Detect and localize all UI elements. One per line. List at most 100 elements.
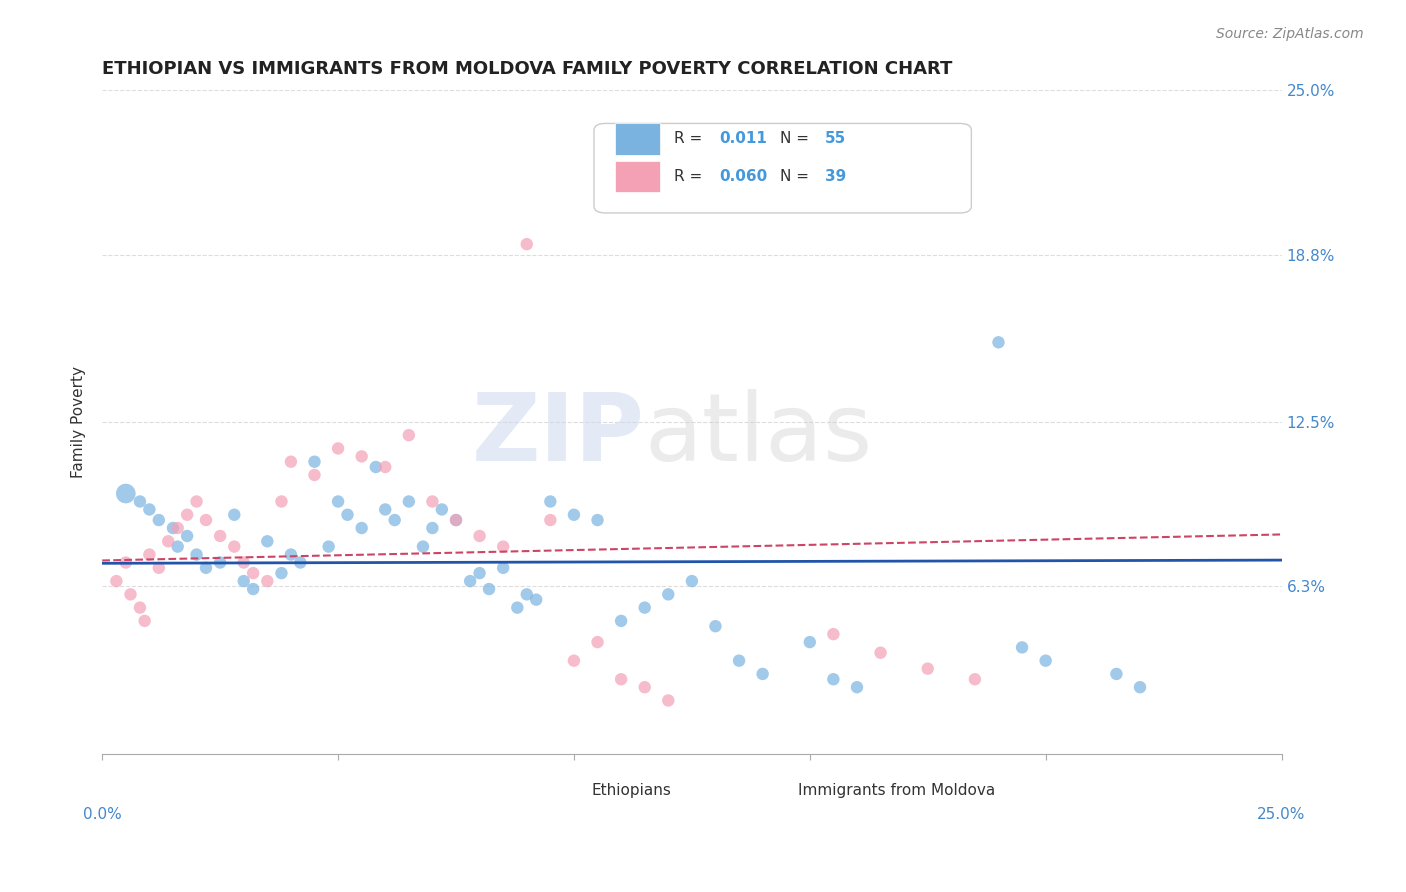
Point <box>398 428 420 442</box>
Point <box>326 494 349 508</box>
Point <box>364 460 387 475</box>
Point <box>506 600 529 615</box>
Point <box>657 587 679 601</box>
Point <box>468 566 491 581</box>
Point <box>728 654 751 668</box>
Point <box>256 574 278 588</box>
Point <box>468 529 491 543</box>
Point <box>326 442 349 456</box>
Point <box>224 540 246 554</box>
Point <box>963 672 986 686</box>
Point <box>444 513 467 527</box>
Text: N =: N = <box>780 169 814 184</box>
Point <box>195 561 218 575</box>
Point <box>1129 680 1152 694</box>
Point <box>280 548 302 562</box>
Point <box>524 592 547 607</box>
Point <box>304 467 326 482</box>
Point <box>166 521 188 535</box>
Point <box>422 521 444 535</box>
Point <box>176 508 198 522</box>
Point <box>823 627 845 641</box>
Text: 25.0%: 25.0% <box>1257 806 1306 822</box>
Point <box>516 587 538 601</box>
Point <box>422 494 444 508</box>
Point <box>280 455 302 469</box>
Point <box>799 635 821 649</box>
Point <box>634 680 657 694</box>
Point <box>242 582 264 596</box>
Point <box>176 529 198 543</box>
Bar <box>740 780 789 801</box>
Point <box>105 574 128 588</box>
Text: R =: R = <box>675 131 707 146</box>
Point <box>492 540 515 554</box>
Point <box>138 502 160 516</box>
Bar <box>533 780 582 801</box>
Point <box>610 672 633 686</box>
Point <box>166 540 188 554</box>
Text: 0.011: 0.011 <box>718 131 766 146</box>
Bar <box>616 123 659 154</box>
Point <box>224 508 246 522</box>
Point <box>412 540 434 554</box>
Point <box>120 587 142 601</box>
Text: Immigrants from Moldova: Immigrants from Moldova <box>799 783 995 798</box>
Point <box>586 635 609 649</box>
Point <box>610 614 633 628</box>
Point <box>430 502 453 516</box>
Point <box>242 566 264 581</box>
Point <box>350 521 373 535</box>
Point <box>290 556 312 570</box>
Point <box>186 494 208 508</box>
Text: ETHIOPIAN VS IMMIGRANTS FROM MOLDOVA FAMILY POVERTY CORRELATION CHART: ETHIOPIAN VS IMMIGRANTS FROM MOLDOVA FAM… <box>103 60 953 78</box>
Point <box>987 335 1010 350</box>
Point <box>374 502 396 516</box>
Text: 0.060: 0.060 <box>718 169 768 184</box>
Point <box>1035 654 1057 668</box>
Point <box>270 494 292 508</box>
Point <box>444 513 467 527</box>
Point <box>195 513 218 527</box>
Bar <box>616 161 659 193</box>
Point <box>384 513 406 527</box>
Point <box>186 548 208 562</box>
Point <box>398 494 420 508</box>
Point <box>478 582 501 596</box>
Point <box>1105 667 1128 681</box>
Text: 55: 55 <box>825 131 846 146</box>
Point <box>869 646 891 660</box>
Point <box>634 600 657 615</box>
Point <box>148 513 170 527</box>
Point <box>134 614 156 628</box>
Point <box>846 680 869 694</box>
Point <box>458 574 481 588</box>
Point <box>162 521 184 535</box>
Y-axis label: Family Poverty: Family Poverty <box>72 366 86 478</box>
Point <box>232 574 254 588</box>
Text: Source: ZipAtlas.com: Source: ZipAtlas.com <box>1216 27 1364 41</box>
Point <box>129 600 152 615</box>
Text: ZIP: ZIP <box>472 389 645 481</box>
Text: N =: N = <box>780 131 814 146</box>
Point <box>209 529 232 543</box>
Text: Ethiopians: Ethiopians <box>592 783 672 798</box>
Text: 39: 39 <box>825 169 846 184</box>
Point <box>114 556 136 570</box>
Point <box>657 693 679 707</box>
Point <box>336 508 359 522</box>
Text: atlas: atlas <box>645 389 873 481</box>
Point <box>751 667 773 681</box>
Point <box>256 534 278 549</box>
Point <box>681 574 703 588</box>
Point <box>350 450 373 464</box>
Text: 0.0%: 0.0% <box>83 806 121 822</box>
Point <box>516 237 538 252</box>
Point <box>704 619 727 633</box>
Point <box>586 513 609 527</box>
Point <box>304 455 326 469</box>
Point <box>823 672 845 686</box>
Point <box>1011 640 1033 655</box>
Point <box>138 548 160 562</box>
Point <box>562 654 585 668</box>
